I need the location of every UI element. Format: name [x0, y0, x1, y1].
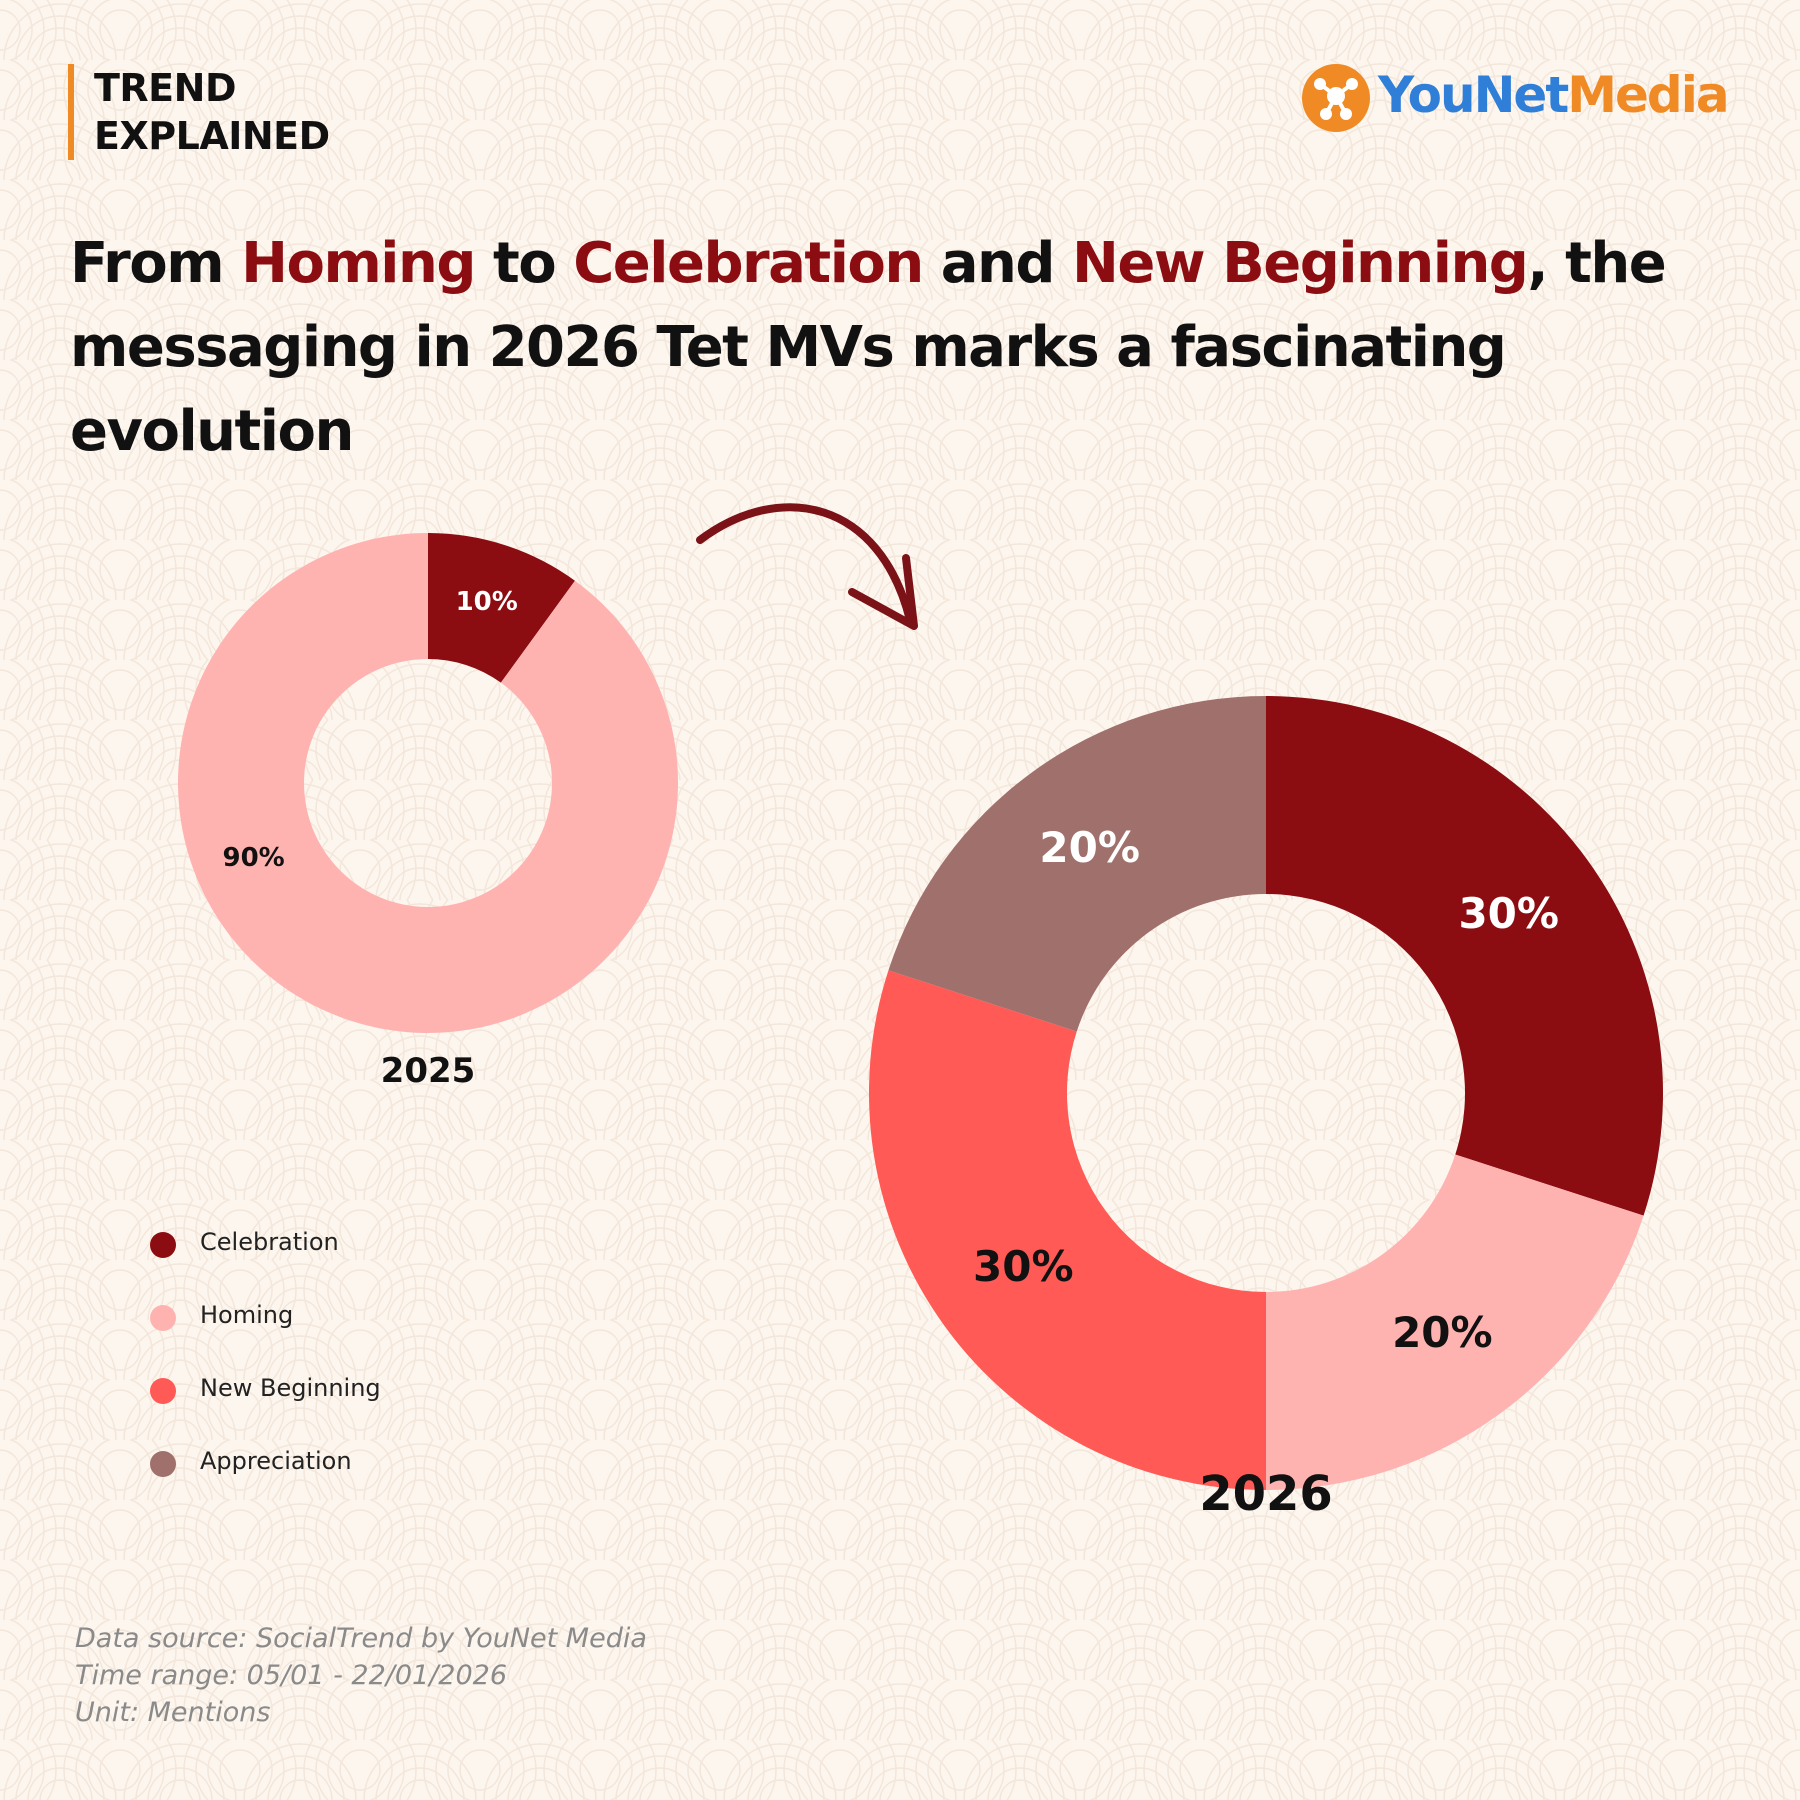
time-range-line: Time range: 05/01 - 22/01/2026	[75, 1660, 508, 1691]
slice-label-2026-celebration: 30%	[1458, 889, 1559, 938]
legend-label-celebration: Celebration	[200, 1228, 339, 1256]
logo-word-younet: YouNet	[1378, 66, 1569, 124]
headline-text-4: , the messaging in 2026 Tet MVs marks a …	[70, 231, 1667, 464]
slice-label-2025-celebration: 10%	[456, 587, 518, 617]
slice-2026-celebration	[1266, 696, 1663, 1216]
trend-explained-tag: TREND EXPLAINED	[68, 64, 330, 160]
unit-line: Unit: Mentions	[75, 1697, 271, 1728]
transition-arrow-head	[848, 554, 918, 630]
slice-2026-new-beginning	[868, 970, 1266, 1490]
chart-title-2026: 2026	[1199, 1466, 1333, 1522]
tag-line-1: TREND	[94, 66, 236, 110]
headline-text-1: From	[70, 231, 242, 296]
donut-chart-2026: 30% 20% 30% 20% 2026	[868, 696, 1663, 1522]
slice-label-2026-appreciation: 20%	[1039, 823, 1140, 872]
slice-2025-homing	[178, 533, 679, 1033]
transition-arrow	[696, 503, 914, 624]
data-source-note: Data source: SocialTrend by YouNet Media…	[75, 1620, 647, 1731]
headline-text-3: and	[922, 231, 1072, 296]
headline-highlight-new-beginning: New Beginning	[1071, 231, 1529, 296]
slice-label-2026-new-beginning: 30%	[973, 1242, 1074, 1291]
legend-swatch-celebration	[150, 1232, 176, 1258]
legend-label-homing: Homing	[200, 1301, 294, 1329]
slice-2026-appreciation	[888, 696, 1266, 1032]
headline-highlight-homing: Homing	[241, 231, 476, 296]
source-line: Data source: SocialTrend by YouNet Media	[75, 1623, 647, 1654]
slice-2025-celebration	[428, 533, 575, 683]
younet-media-logo: YouNetMedia	[1300, 58, 1740, 142]
legend-swatch-appreciation	[150, 1451, 176, 1477]
headline-highlight-celebration: Celebration	[573, 231, 924, 296]
legend-label-new-beginning: New Beginning	[200, 1374, 381, 1402]
logo-wordmark: YouNetMedia	[1378, 66, 1730, 124]
chart-title-2025: 2025	[381, 1051, 476, 1091]
slice-2026-homing	[1266, 1154, 1644, 1490]
legend-label-appreciation: Appreciation	[200, 1447, 352, 1475]
younet-logo-icon	[1302, 64, 1370, 132]
slice-label-2025-homing: 90%	[223, 843, 285, 873]
tag-line-2: EXPLAINED	[94, 114, 330, 158]
legend-swatch-homing	[150, 1305, 176, 1331]
slice-label-2026-homing: 20%	[1392, 1308, 1493, 1357]
logo-word-media: Media	[1567, 66, 1729, 124]
legend-swatch-new-beginning	[150, 1378, 176, 1404]
headline-text-2: to	[474, 231, 574, 296]
headline: From Homing to Celebration and New Begin…	[70, 222, 1750, 474]
donut-chart-2025: 10% 90% 2025	[178, 533, 679, 1091]
